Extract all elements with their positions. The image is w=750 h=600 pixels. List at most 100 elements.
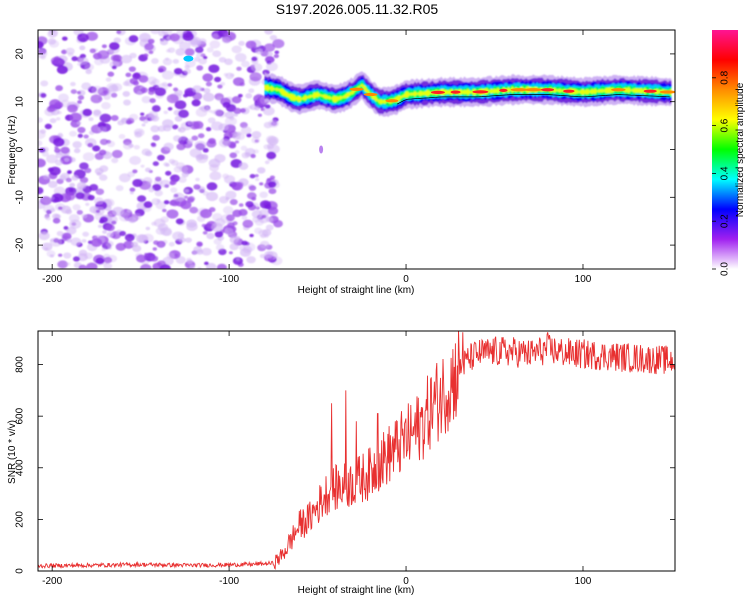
noise-speck [77, 100, 82, 104]
noise-speck [182, 32, 194, 42]
noise-speck [150, 125, 160, 133]
noise-speck [58, 253, 63, 257]
noise-speck [146, 180, 153, 185]
noise-speck [81, 82, 92, 91]
snr-x-tick-label: -100 [219, 576, 239, 587]
noise-speck [61, 36, 68, 41]
noise-speck [165, 170, 172, 176]
noise-speck [244, 152, 251, 158]
noise-speck [152, 78, 160, 85]
noise-speck [149, 98, 156, 104]
noise-speck [63, 226, 69, 230]
noise-speck [132, 169, 138, 174]
noise-speck [156, 240, 166, 248]
noise-speck [152, 161, 159, 167]
noise-speck [77, 253, 88, 262]
noise-speck [273, 54, 279, 59]
noise-speck [236, 66, 242, 71]
noise-speck [47, 38, 57, 45]
noise-speck [145, 167, 151, 173]
ridge-peak [450, 90, 461, 94]
noise-speck [54, 159, 63, 166]
noise-speck [84, 63, 95, 71]
noise-speck [178, 109, 189, 118]
noise-speck [111, 220, 117, 225]
noise-speck [128, 35, 139, 43]
noise-speck [83, 134, 89, 139]
noise-speck [99, 174, 108, 181]
noise-speck [235, 257, 240, 261]
noise-speck [82, 231, 90, 237]
noise-speck [218, 56, 227, 63]
spectrogram-y-tick-label: 10 [15, 96, 26, 108]
noise-speck [214, 231, 224, 238]
noise-speck [194, 140, 207, 151]
noise-speck [65, 209, 73, 215]
noise-speck [176, 143, 186, 151]
noise-speck [49, 118, 57, 124]
noise-speck [143, 201, 153, 209]
noise-speck [246, 192, 257, 200]
noise-speck [41, 242, 53, 251]
noise-speck [145, 150, 153, 157]
noise-speck [179, 237, 186, 243]
noise-speck [41, 151, 49, 157]
ridge-peak [349, 87, 364, 91]
noise-speck [197, 133, 205, 139]
noise-speck [245, 93, 253, 99]
noise-speck [78, 264, 87, 269]
noise-speck [81, 239, 87, 243]
noise-speck [159, 179, 171, 188]
noise-speck [76, 121, 82, 125]
noise-speck [87, 142, 94, 148]
noise-speck [38, 93, 42, 98]
noise-speck [95, 209, 101, 213]
noise-speck [274, 50, 280, 55]
noise-speck [112, 206, 125, 216]
noise-speck [234, 150, 240, 154]
noise-speck [247, 105, 253, 110]
noise-speck [136, 91, 143, 96]
noise-speck [123, 99, 131, 106]
noise-speck [195, 52, 203, 58]
noise-speck [252, 216, 260, 223]
noise-speck [272, 38, 285, 49]
noise-speck [166, 49, 171, 53]
noise-speck [59, 174, 67, 181]
noise-speck [259, 182, 264, 186]
ridge-peak [659, 90, 675, 94]
noise-speck [180, 200, 192, 210]
noise-speck [56, 65, 68, 74]
ridge-peak [499, 88, 508, 92]
spectrogram-x-tick-label: -200 [42, 274, 62, 285]
noise-speck [76, 91, 82, 95]
noise-speck [160, 226, 172, 236]
noise-speck [259, 200, 272, 209]
noise-speck [186, 219, 198, 228]
snr-x-tick-label: 0 [403, 576, 409, 587]
spectrogram-y-tick-label: 0 [15, 146, 26, 152]
noise-speck [245, 40, 257, 49]
noise-speck [174, 100, 187, 110]
noise-speck [193, 184, 201, 190]
noise-speck [166, 209, 179, 219]
ridge-centre-line [397, 94, 670, 105]
noise-speck [77, 126, 86, 134]
noise-speck [214, 218, 226, 227]
noise-speck [230, 73, 235, 77]
noise-speck [54, 148, 61, 153]
noise-speck [66, 238, 72, 243]
noise-speck [81, 213, 88, 219]
noise-speck [259, 191, 269, 199]
noise-speck [178, 176, 187, 183]
noise-speck [63, 252, 72, 259]
noise-speck [143, 119, 149, 124]
noise-speck [105, 77, 112, 82]
noise-speck [110, 92, 118, 98]
noise-speck [202, 148, 209, 153]
noise-speck [105, 224, 115, 232]
noise-speck [131, 241, 139, 247]
noise-speck [132, 178, 143, 188]
noise-speck [48, 180, 58, 189]
